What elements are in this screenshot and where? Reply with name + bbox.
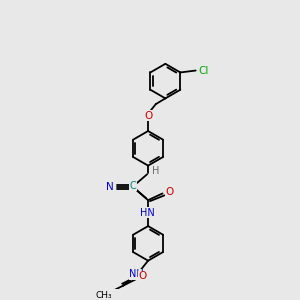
- Text: HN: HN: [140, 208, 154, 218]
- Text: O: O: [138, 271, 146, 281]
- Text: N: N: [106, 182, 113, 192]
- Text: Cl: Cl: [198, 65, 208, 76]
- Text: O: O: [165, 187, 173, 196]
- Text: H: H: [152, 167, 159, 176]
- Text: CH₃: CH₃: [96, 291, 112, 300]
- Text: O: O: [144, 111, 152, 121]
- Text: C: C: [129, 181, 136, 191]
- Text: NH: NH: [129, 269, 144, 279]
